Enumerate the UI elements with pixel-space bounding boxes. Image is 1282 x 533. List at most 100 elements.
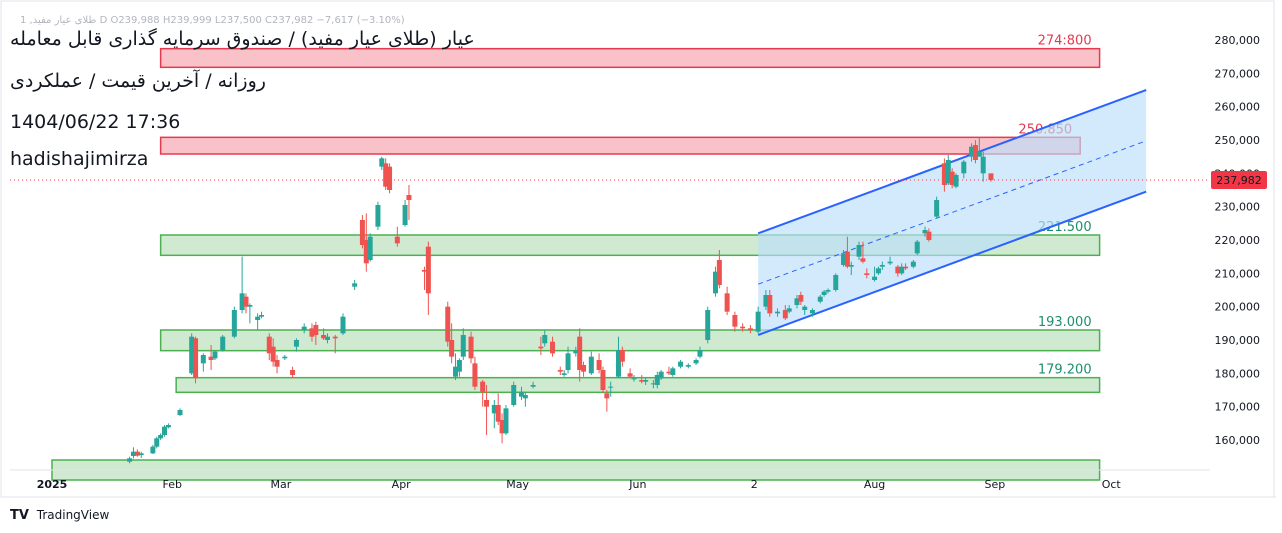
- candle-body-67: [550, 341, 556, 354]
- candle-body-142: [988, 173, 994, 181]
- candle-body-9: [177, 410, 183, 415]
- y-tick-label-9: 190,000: [1215, 334, 1261, 347]
- candle-body-96: [716, 260, 722, 285]
- y-tick-label-0: 280,000: [1215, 34, 1261, 47]
- zone-label-4: 179.200: [1038, 363, 1092, 378]
- candle-body-24: [274, 360, 280, 367]
- candle-body-58: [495, 405, 501, 422]
- candle-body-6: [158, 435, 164, 439]
- candle-body-68: [557, 370, 563, 372]
- candle-body-81: [627, 373, 633, 377]
- candle-body-73: [581, 365, 587, 372]
- candle-body-75: [596, 360, 602, 370]
- candle-body-110: [809, 310, 815, 314]
- candles-layer: [127, 137, 994, 464]
- candle-body-17: [239, 293, 245, 310]
- candle-body-140: [976, 151, 982, 157]
- candle-body-36: [359, 220, 365, 245]
- candle-body-0: [127, 458, 133, 462]
- candle-body-14: [212, 351, 218, 359]
- candle-body-115: [841, 253, 847, 265]
- candle-body-132: [934, 200, 940, 217]
- y-tick-label-12: 160,000: [1215, 434, 1261, 447]
- x-axis: 2025 Feb Mar Apr May Jun 2 Aug Sep Oct: [37, 478, 1122, 491]
- candle-body-89: [670, 368, 676, 375]
- candle-body-66: [542, 335, 548, 344]
- candle-body-65: [538, 346, 544, 349]
- candle-body-47: [425, 246, 431, 294]
- y-tick-label-10: 180,000: [1215, 367, 1261, 380]
- y-axis: 280,000270,000260,000250,000240,000230,0…: [1211, 34, 1267, 447]
- candle-body-42: [387, 166, 393, 190]
- candle-body-2: [134, 451, 140, 456]
- candle-body-131: [926, 231, 932, 240]
- ohlc-line: 1 ,طلای عیار مفید D O239,988 H239,999 L2…: [20, 15, 405, 26]
- tradingview-wordmark: TradingView: [36, 508, 110, 522]
- candle-body-69: [561, 373, 567, 375]
- y-tick-label-8: 200,000: [1215, 301, 1261, 314]
- candle-body-7: [162, 426, 168, 435]
- x-tick-label-9: Oct: [1102, 478, 1122, 491]
- candle-body-102: [763, 295, 769, 307]
- candle-body-114: [833, 275, 839, 290]
- channel-lower-line: [757, 190, 1147, 336]
- tradingview-branding[interactable]: TV TradingView: [10, 508, 109, 523]
- candle-body-134: [945, 160, 951, 184]
- candle-body-124: [887, 261, 893, 264]
- candle-body-27: [293, 340, 299, 347]
- y-tick-label-6: 220,000: [1215, 234, 1261, 247]
- x-tick-label-7: Aug: [864, 478, 885, 491]
- candle-body-33: [332, 336, 338, 339]
- candle-body-53: [468, 336, 474, 359]
- y-tick-label-5: 230,000: [1215, 201, 1261, 214]
- candle-body-122: [875, 268, 881, 274]
- chart-frame: [0, 0, 1275, 498]
- candle-body-79: [615, 350, 621, 377]
- candle-body-93: [697, 350, 703, 357]
- candle-body-88: [666, 371, 672, 374]
- candle-body-60: [503, 408, 509, 434]
- candle-body-72: [577, 336, 583, 370]
- x-tick-label-4: May: [506, 478, 529, 491]
- candle-body-77: [604, 393, 610, 399]
- candle-body-37: [363, 240, 369, 264]
- candle-body-31: [321, 335, 327, 339]
- candle-body-32: [324, 336, 330, 340]
- x-tick-label-5: Jun: [628, 478, 646, 491]
- candle-body-83: [639, 380, 645, 382]
- candle-body-80: [619, 350, 625, 362]
- last-price-badge: [1211, 171, 1267, 190]
- candle-body-41: [383, 163, 389, 187]
- publish-datetime: 1404/06/22 17:36: [10, 111, 181, 133]
- candle-body-10: [189, 336, 195, 374]
- candle-body-15: [220, 336, 226, 350]
- y-tick-label-1: 270,000: [1215, 67, 1261, 80]
- candle-body-52: [460, 335, 466, 357]
- candle-body-30: [313, 325, 319, 335]
- candle-body-51: [456, 360, 462, 372]
- candle-body-133: [941, 163, 947, 185]
- candle-body-78: [608, 386, 614, 388]
- candle-body-50: [453, 366, 459, 377]
- candle-body-101: [755, 311, 761, 332]
- candle-body-4: [150, 446, 156, 454]
- candle-body-111: [817, 296, 823, 302]
- candle-body-95: [712, 271, 718, 294]
- candle-body-71: [573, 350, 579, 354]
- candle-body-100: [747, 328, 753, 330]
- author-name: hadishajimirza: [10, 148, 149, 170]
- candle-body-104: [775, 311, 781, 314]
- candle-body-84: [643, 380, 649, 382]
- candle-body-5: [154, 438, 160, 447]
- candle-body-22: [266, 336, 272, 354]
- y-tick-label-11: 170,000: [1215, 401, 1261, 414]
- candle-body-46: [421, 270, 427, 272]
- candle-body-82: [631, 378, 637, 380]
- candle-body-35: [352, 283, 358, 287]
- candle-body-129: [914, 241, 920, 254]
- candle-body-70: [565, 353, 571, 370]
- candle-body-98: [732, 315, 738, 327]
- candle-body-55: [480, 381, 486, 392]
- candle-body-90: [678, 361, 684, 367]
